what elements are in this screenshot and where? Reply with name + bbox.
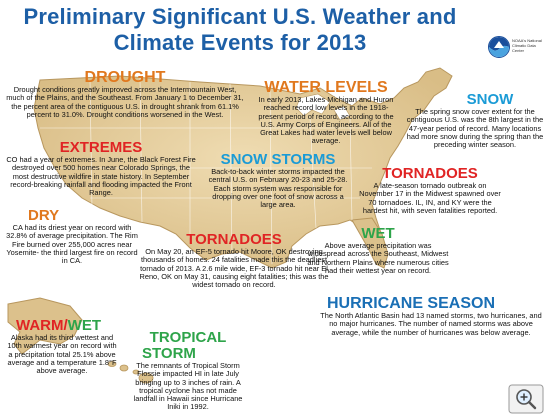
- tropical-storm-callout: TROPICAL STORM The remnants of Tropical …: [128, 330, 248, 412]
- tornadoes-central-callout: TORNADOES On May 20, an EF-5 tornado hit…: [136, 232, 332, 289]
- great-lakes-shape: [295, 93, 351, 121]
- hawaii-shape: [107, 361, 154, 384]
- water-levels-heading: WATER LEVELS: [264, 79, 388, 96]
- tropical-storm-heading-2: STORM: [142, 345, 196, 362]
- snow-storms-heading: SNOW STORMS: [220, 151, 336, 168]
- tropical-storm-text: The remnants of Tropical Storm Flossie i…: [133, 361, 243, 412]
- tornadoes-east-heading: TORNADOES: [382, 165, 478, 182]
- tornadoes-central-heading: TORNADOES: [186, 231, 282, 248]
- tornadoes-central-text: On May 20, an EF-5 tornado hit Moore, OK…: [139, 247, 329, 290]
- warm-wet-heading: WARM/WET: [6, 318, 118, 334]
- drought-heading: DROUGHT: [84, 69, 166, 86]
- wet-heading: WET: [361, 225, 395, 242]
- page-title: Preliminary Significant U.S. Weather and…: [0, 4, 480, 56]
- snow-heading: SNOW: [466, 91, 514, 108]
- title-line-1: Preliminary Significant U.S. Weather and: [23, 4, 457, 29]
- hurricane-season-callout: HURRICANE SEASON The North Atlantic Basi…: [278, 296, 544, 337]
- magnifier-zoom-icon[interactable]: [508, 384, 544, 414]
- warm-heading: WARM: [16, 317, 64, 334]
- dry-text: CA had its driest year on record with 32…: [6, 223, 138, 266]
- snow-storms-text: Back-to-back winter storms impacted the …: [208, 167, 348, 210]
- water-levels-callout: WATER LEVELS In early 2013, Lakes Michig…: [256, 80, 396, 146]
- extremes-heading: EXTREMES: [59, 139, 143, 156]
- wet-callout: WET Above average precipitation was wide…: [306, 226, 450, 275]
- snow-text: The spring snow cover extent for the con…: [406, 107, 544, 150]
- warm-wet-separator: /: [63, 317, 68, 334]
- dry-heading: DRY: [28, 207, 60, 224]
- water-levels-text: In early 2013, Lakes Michigan and Huron …: [258, 95, 394, 146]
- warm-wet-text: Alaska had its third wettest and 10th wa…: [7, 333, 117, 376]
- logo-text: NOAA's National Climatic Data Center: [512, 38, 542, 53]
- tornadoes-east-callout: TORNADOES A late-season tornado outbreak…: [356, 166, 504, 215]
- drought-text: Drought conditions greatly improved acro…: [6, 85, 244, 119]
- wet-heading-alaska: WET: [67, 317, 101, 334]
- hurricane-season-heading: HURRICANE SEASON: [326, 295, 495, 312]
- state-borders: [40, 77, 380, 265]
- alaska-shape: [7, 297, 83, 355]
- us-map-background: [7, 67, 453, 384]
- tornadoes-east-text: A late-season tornado outbreak on Novemb…: [359, 181, 501, 215]
- extremes-callout: EXTREMES CO had a year of extremes. In J…: [6, 140, 196, 197]
- wet-text: Above average precipitation was widespre…: [307, 241, 449, 275]
- noaa-logo-icon: [488, 36, 510, 58]
- title-line-2: Climate Events for 2013: [113, 30, 367, 55]
- warm-wet-callout: WARM/WET Alaska had its third wettest an…: [6, 318, 118, 375]
- tropical-storm-heading-1: TROPICAL: [149, 329, 227, 346]
- drought-callout: DROUGHT Drought conditions greatly impro…: [6, 70, 244, 119]
- snow-storms-callout: SNOW STORMS Back-to-back winter storms i…: [208, 152, 348, 209]
- snow-callout: SNOW The spring snow cover extent for th…: [404, 92, 546, 149]
- florida-shape: [351, 217, 389, 269]
- extremes-text: CO had a year of extremes. In June, the …: [6, 155, 196, 198]
- dry-callout: DRY CA had its driest year on record wit…: [6, 208, 138, 265]
- hurricane-season-text: The North Atlantic Basin had 13 named st…: [320, 311, 542, 337]
